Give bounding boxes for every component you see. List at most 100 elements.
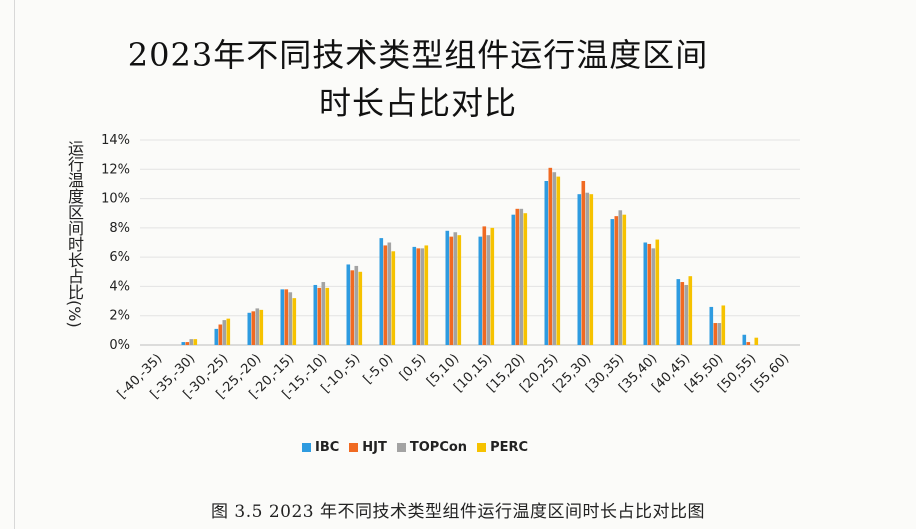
bar-hjt bbox=[515, 208, 520, 345]
bar-hjt bbox=[482, 226, 487, 345]
legend-swatch-perc bbox=[477, 443, 487, 452]
bar-ibc bbox=[610, 219, 615, 345]
bar-topcon bbox=[255, 308, 260, 345]
bar-perc bbox=[358, 271, 363, 345]
chart-title-line-1: 2023年不同技术类型组件运行温度区间 bbox=[127, 36, 709, 74]
bar-hjt bbox=[416, 248, 421, 345]
bar-hjt bbox=[680, 282, 685, 345]
bar-hjt bbox=[449, 236, 454, 345]
legend-label-ibc: IBC bbox=[315, 440, 340, 455]
bar-perc bbox=[754, 337, 759, 345]
bar-ibc bbox=[676, 279, 681, 345]
bar-topcon bbox=[585, 192, 590, 345]
bar-ibc bbox=[544, 181, 549, 345]
x-tick-layer: [-40,-35)[-35,-30)[-30,-25)[-25,-20)[-20… bbox=[115, 351, 793, 402]
bar-perc bbox=[556, 176, 561, 345]
bar-hjt bbox=[581, 181, 586, 345]
y-tick-label: 6% bbox=[109, 250, 130, 265]
y-tick-label: 8% bbox=[109, 221, 130, 236]
bar-topcon bbox=[189, 339, 194, 345]
bar-perc bbox=[688, 276, 693, 345]
legend-label-hjt: HJT bbox=[362, 440, 387, 455]
bar-perc bbox=[457, 235, 462, 345]
bar-perc bbox=[292, 298, 297, 345]
bar-ibc bbox=[577, 194, 582, 345]
bar-perc bbox=[226, 318, 231, 345]
y-tick-layer: 0% 2% 4% 6% 8% 10% 12% 14% bbox=[101, 133, 130, 353]
page-edge-line bbox=[14, 0, 15, 529]
legend-item-perc: PERC bbox=[477, 440, 528, 455]
bar-topcon bbox=[321, 282, 326, 345]
legend-label-topcon: TOPCon bbox=[409, 440, 468, 455]
bar-layer bbox=[181, 167, 759, 345]
y-tick-label: 0% bbox=[109, 338, 130, 353]
bar-perc bbox=[259, 309, 264, 345]
legend-swatch-hjt bbox=[349, 443, 359, 452]
y-tick-label: 14% bbox=[101, 133, 130, 148]
y-tick-label: 12% bbox=[101, 162, 130, 177]
bar-hjt bbox=[614, 216, 619, 345]
grid-layer bbox=[140, 139, 800, 346]
bar-topcon bbox=[354, 265, 359, 345]
bar-ibc bbox=[511, 214, 516, 345]
bar-ibc bbox=[379, 238, 384, 345]
bar-perc bbox=[193, 339, 198, 345]
bar-ibc bbox=[412, 246, 417, 345]
bar-ibc bbox=[643, 242, 648, 345]
bar-ibc bbox=[280, 289, 285, 345]
bar-topcon bbox=[651, 248, 656, 345]
bar-hjt bbox=[647, 243, 652, 345]
bar-hjt bbox=[218, 324, 223, 345]
legend-item-ibc: IBC bbox=[302, 440, 339, 455]
bar-perc bbox=[490, 227, 495, 345]
bar-ibc bbox=[247, 312, 252, 345]
x-tick-label: [-5,0) bbox=[361, 351, 397, 387]
bar-ibc bbox=[742, 334, 747, 345]
bar-perc bbox=[622, 214, 627, 345]
bar-ibc bbox=[478, 236, 483, 345]
bar-perc bbox=[655, 239, 660, 345]
bar-topcon bbox=[222, 320, 227, 345]
bar-topcon bbox=[288, 292, 293, 345]
bar-topcon bbox=[519, 208, 524, 345]
bar-hjt bbox=[317, 287, 322, 345]
bar-ibc bbox=[445, 230, 450, 345]
y-tick-label: 4% bbox=[109, 279, 130, 294]
bar-perc bbox=[589, 194, 594, 345]
bar-topcon bbox=[684, 284, 689, 345]
y-tick-label: 10% bbox=[101, 192, 130, 207]
legend-item-hjt: HJT bbox=[349, 440, 387, 455]
bar-hjt bbox=[746, 342, 751, 345]
chart-title-line-2: 时长占比对比 bbox=[318, 84, 517, 122]
y-tick-label: 2% bbox=[109, 309, 130, 324]
bar-topcon bbox=[717, 323, 722, 345]
bar-hjt bbox=[383, 245, 388, 345]
legend-swatch-topcon bbox=[396, 443, 406, 452]
bar-hjt bbox=[350, 270, 355, 345]
bar-topcon bbox=[618, 210, 623, 345]
bar-perc bbox=[391, 251, 396, 345]
legend: IBC HJT TOPCon PERC bbox=[302, 440, 528, 455]
bar-hjt bbox=[548, 167, 553, 345]
legend-item-topcon: TOPCon bbox=[396, 440, 468, 455]
bar-hjt bbox=[185, 342, 190, 345]
bar-ibc bbox=[709, 306, 714, 345]
bar-perc bbox=[424, 245, 429, 345]
legend-swatch-ibc bbox=[302, 443, 311, 452]
bar-hjt bbox=[713, 323, 718, 345]
y-axis-label: 运行温度区间时长占比(%) bbox=[65, 140, 84, 328]
bar-hjt bbox=[251, 311, 256, 345]
bar-topcon bbox=[552, 172, 557, 345]
bar-topcon bbox=[420, 248, 425, 345]
bar-perc bbox=[523, 213, 528, 345]
bar-perc bbox=[325, 287, 330, 345]
bar-perc bbox=[721, 305, 726, 345]
bar-ibc bbox=[346, 264, 351, 345]
bar-ibc bbox=[313, 284, 318, 345]
figure-caption: 图 3.5 2023 年不同技术类型组件运行温度区间时长占比对比图 bbox=[210, 502, 705, 522]
bar-topcon bbox=[387, 242, 392, 345]
legend-label-perc: PERC bbox=[490, 440, 529, 455]
bar-topcon bbox=[486, 235, 491, 345]
bar-topcon bbox=[453, 232, 458, 345]
